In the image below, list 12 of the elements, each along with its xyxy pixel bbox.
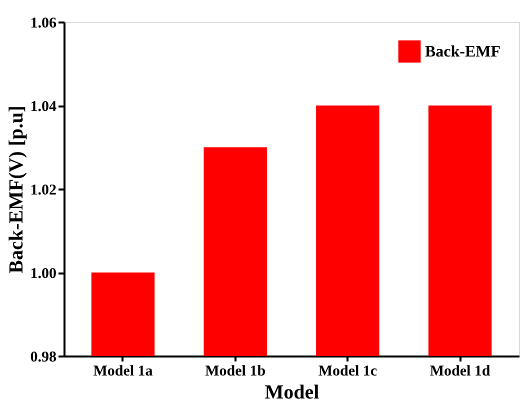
y-axis-title: Back-EMF(V) [p.u]	[5, 106, 28, 274]
y-tick-label: 1.00	[30, 266, 56, 282]
y-tick-label: 0.98	[30, 350, 56, 366]
x-tick-label: Model 1d	[430, 364, 491, 380]
y-tick-label: 1.04	[30, 99, 57, 115]
x-tick-label: Model 1b	[205, 364, 266, 380]
y-tick-label: 1.06	[30, 16, 57, 32]
x-axis-title: Model	[264, 382, 320, 404]
x-tick-label: Model 1c	[318, 364, 378, 380]
legend-label: Back-EMF	[425, 44, 501, 60]
x-tick-label: Model 1a	[93, 364, 154, 380]
y-tick-label: 1.02	[30, 182, 56, 198]
